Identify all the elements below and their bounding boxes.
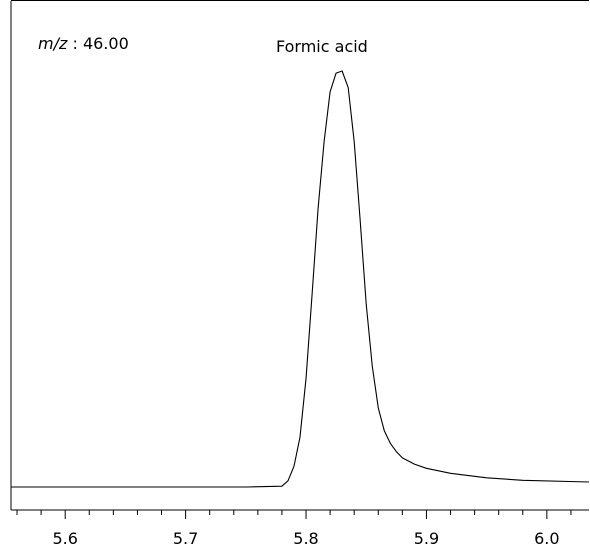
- mz-annotation: m/z : 46.00: [38, 34, 129, 53]
- x-tick-label: 6.0: [534, 529, 559, 548]
- series-line: [11, 70, 590, 488]
- mz-separator: :: [67, 34, 83, 53]
- mz-value: 46.00: [82, 34, 129, 53]
- x-tick-label: 5.8: [293, 529, 318, 548]
- x-tick-label: 5.6: [52, 529, 77, 548]
- mz-symbol: m/z: [38, 34, 68, 53]
- peak-label-formic-acid: Formic acid: [276, 37, 368, 56]
- x-tick-label: 5.7: [173, 529, 198, 548]
- x-tick-label: 5.9: [414, 529, 439, 548]
